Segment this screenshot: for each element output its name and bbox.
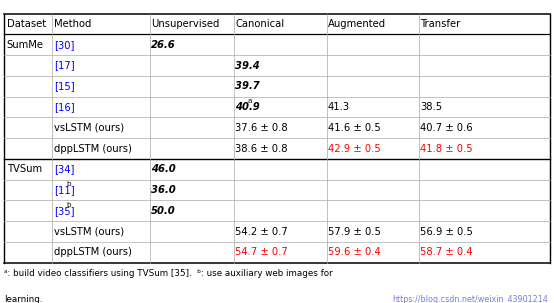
Text: 38.6 ± 0.8: 38.6 ± 0.8 <box>235 144 288 154</box>
Text: TVSum: TVSum <box>7 164 42 174</box>
Text: ᵃ: build video classifiers using TVSum [35].  ᵇ: use auxiliary web images for: ᵃ: build video classifiers using TVSum [… <box>4 269 333 278</box>
Text: 50.0: 50.0 <box>151 206 176 216</box>
Text: vsLSTM (ours): vsLSTM (ours) <box>54 123 125 133</box>
Text: Method: Method <box>54 19 91 29</box>
Text: 40.7 ± 0.6: 40.7 ± 0.6 <box>420 123 473 133</box>
Text: 54.2 ± 0.7: 54.2 ± 0.7 <box>235 227 288 237</box>
Text: 41.3: 41.3 <box>328 102 350 112</box>
Text: 58.7 ± 0.4: 58.7 ± 0.4 <box>420 247 473 257</box>
Text: 56.9 ± 0.5: 56.9 ± 0.5 <box>420 227 473 237</box>
Text: https://blog.csdn.net/weixin_43901214: https://blog.csdn.net/weixin_43901214 <box>393 295 548 303</box>
Text: Canonical: Canonical <box>235 19 285 29</box>
Text: vsLSTM (ours): vsLSTM (ours) <box>54 227 125 237</box>
Text: 39.7: 39.7 <box>235 81 260 91</box>
Text: a: a <box>248 98 252 104</box>
Text: dppLSTM (ours): dppLSTM (ours) <box>54 144 132 154</box>
Text: dppLSTM (ours): dppLSTM (ours) <box>54 247 132 257</box>
Text: [34]: [34] <box>54 164 75 174</box>
Text: SumMe: SumMe <box>7 40 44 50</box>
Text: 41.8 ± 0.5: 41.8 ± 0.5 <box>420 144 473 154</box>
Text: learning.: learning. <box>4 295 43 303</box>
Text: 54.7 ± 0.7: 54.7 ± 0.7 <box>235 247 288 257</box>
Text: b: b <box>66 202 71 208</box>
Text: [16]: [16] <box>54 102 75 112</box>
Text: 36.0: 36.0 <box>151 185 176 195</box>
Text: Augmented: Augmented <box>328 19 386 29</box>
Text: Dataset: Dataset <box>7 19 46 29</box>
Text: 37.6 ± 0.8: 37.6 ± 0.8 <box>235 123 288 133</box>
Text: [30]: [30] <box>54 40 75 50</box>
Text: 59.6 ± 0.4: 59.6 ± 0.4 <box>328 247 381 257</box>
Text: 40.9: 40.9 <box>235 102 260 112</box>
Text: Transfer: Transfer <box>420 19 460 29</box>
Text: 57.9 ± 0.5: 57.9 ± 0.5 <box>328 227 381 237</box>
Text: 42.9 ± 0.5: 42.9 ± 0.5 <box>328 144 381 154</box>
Text: [17]: [17] <box>54 61 75 71</box>
Text: 39.4: 39.4 <box>235 61 260 71</box>
Text: 41.6 ± 0.5: 41.6 ± 0.5 <box>328 123 381 133</box>
Text: b: b <box>66 181 71 187</box>
Text: [15]: [15] <box>54 81 75 91</box>
Text: 38.5: 38.5 <box>420 102 442 112</box>
Text: 46.0: 46.0 <box>151 164 176 174</box>
Text: [35]: [35] <box>54 206 75 216</box>
Text: 26.6: 26.6 <box>151 40 176 50</box>
Text: [11]: [11] <box>54 185 75 195</box>
Text: Unsupervised: Unsupervised <box>151 19 219 29</box>
